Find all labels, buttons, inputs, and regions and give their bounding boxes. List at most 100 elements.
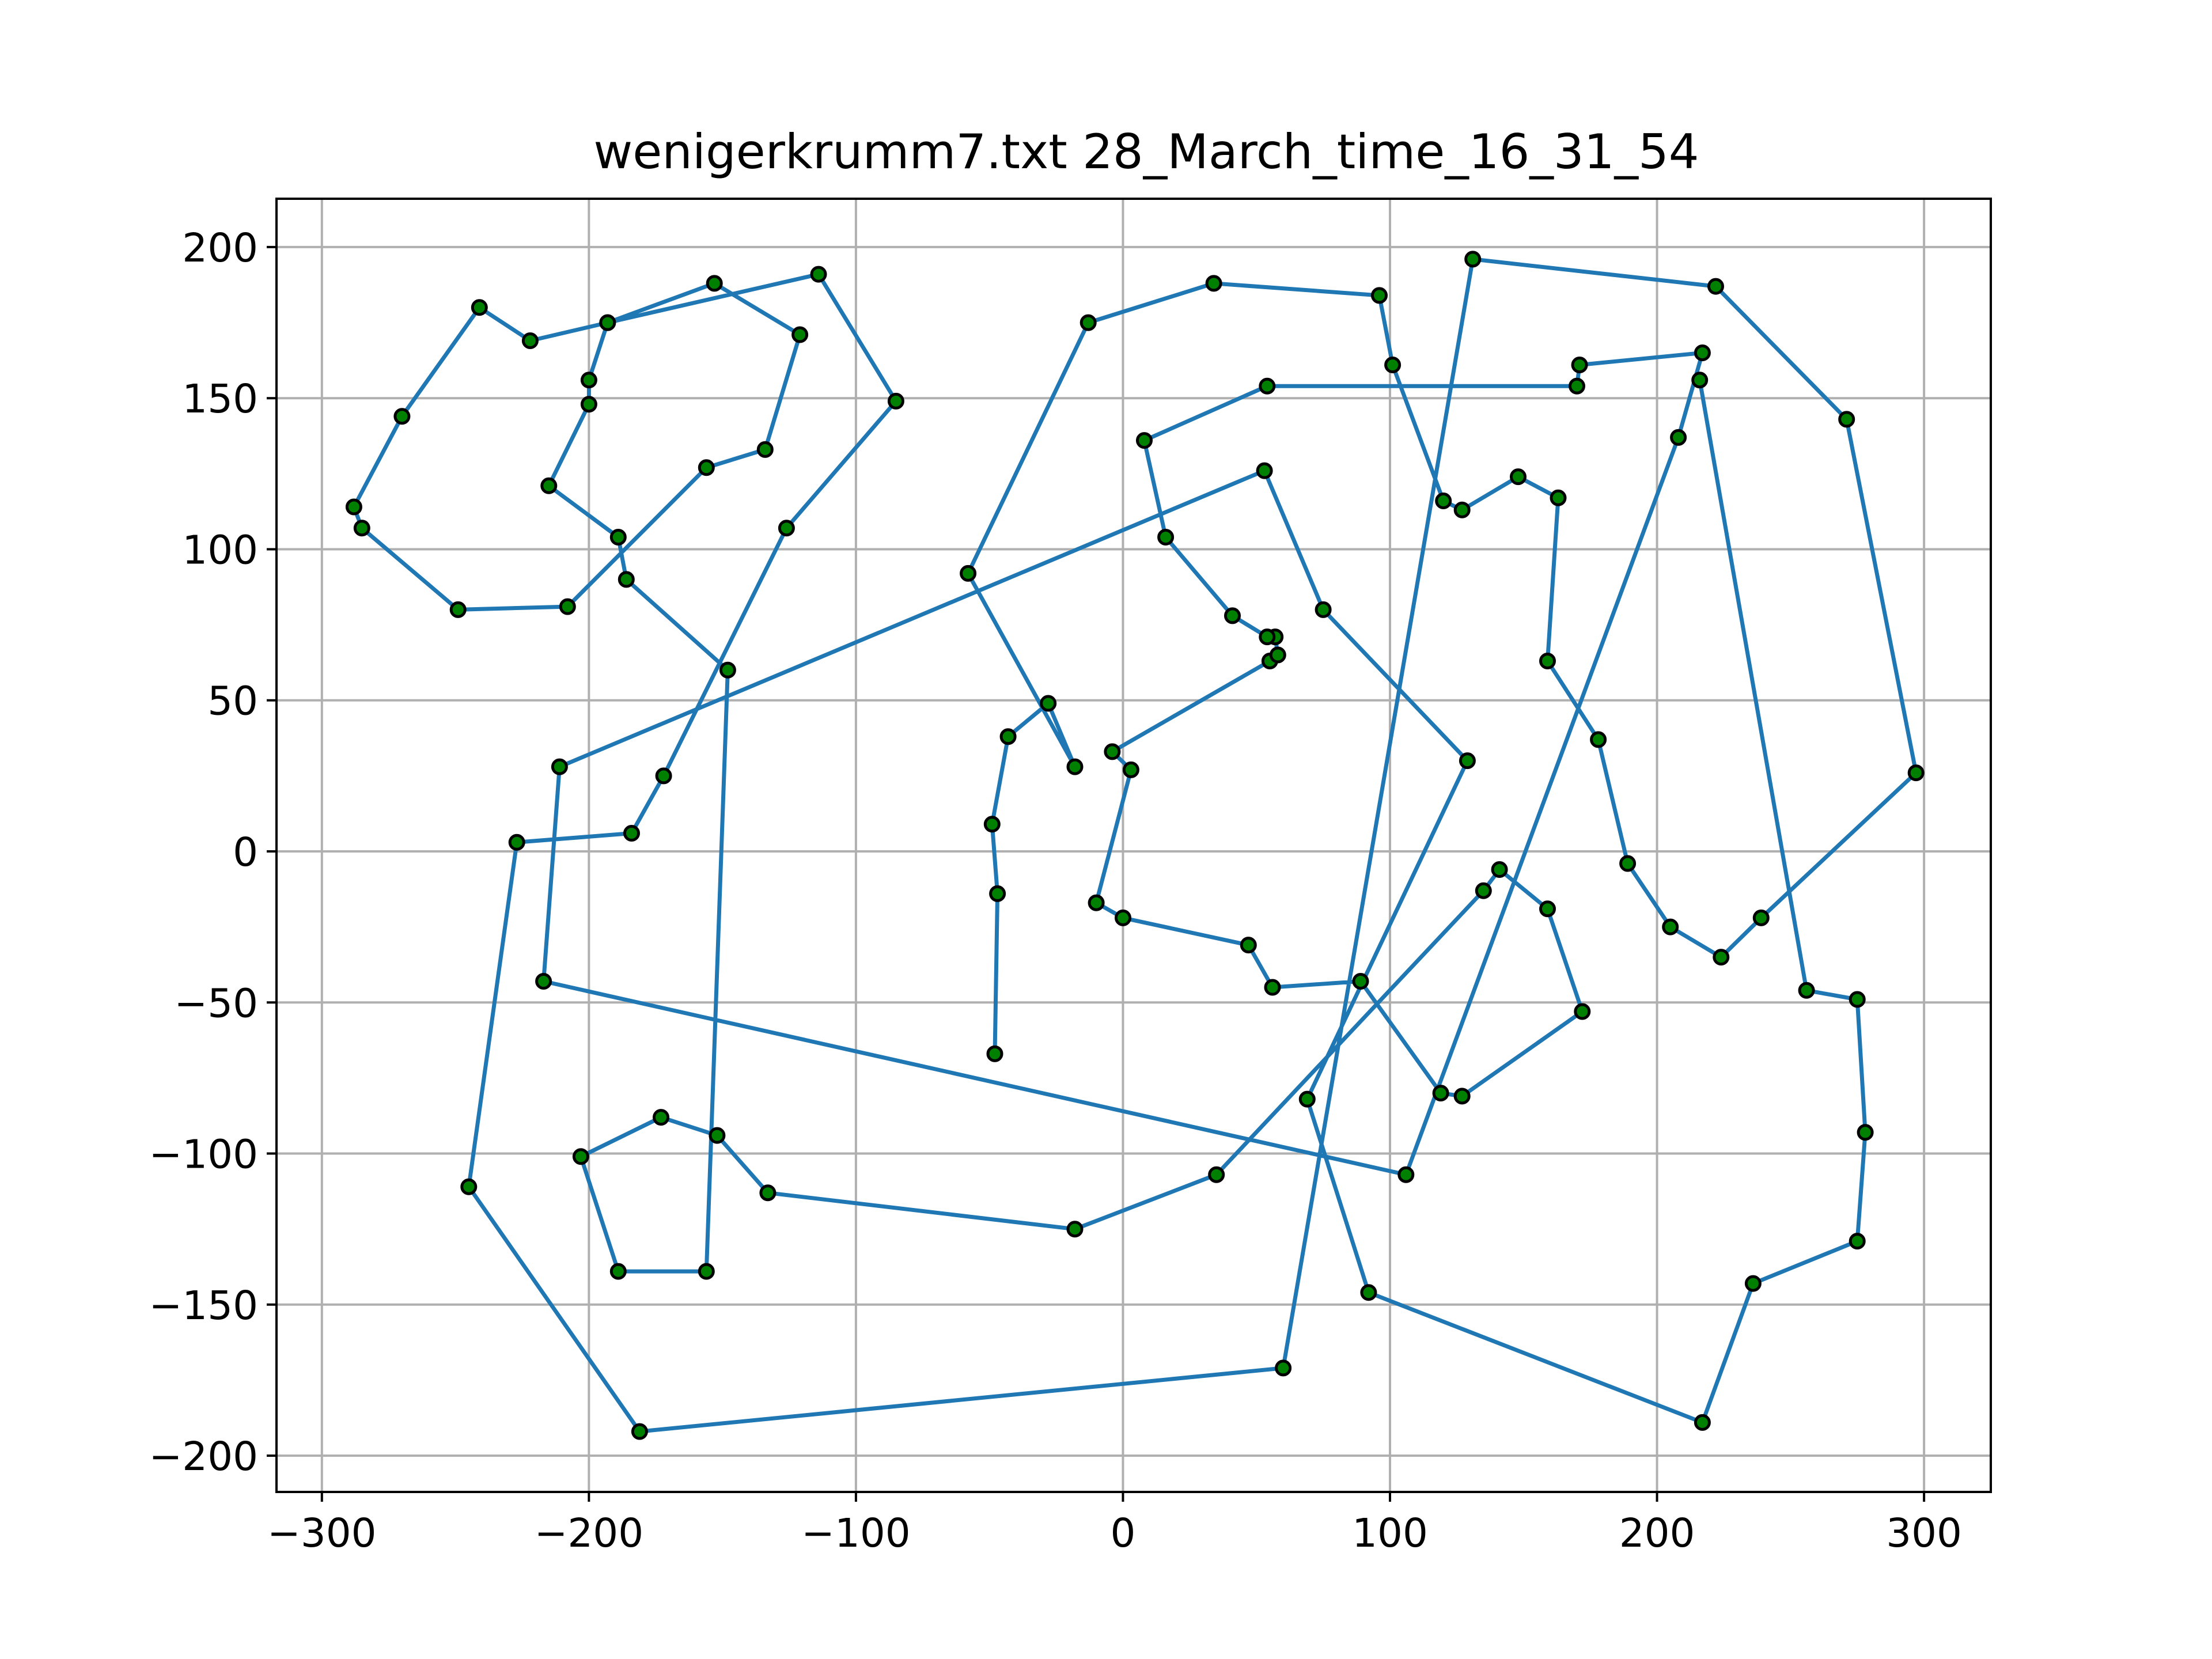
- city-point: [521, 332, 539, 349]
- city-point: [1259, 377, 1276, 395]
- city-point: [1744, 1275, 1762, 1292]
- city-point: [580, 396, 597, 413]
- city-point: [1080, 314, 1097, 331]
- city-point: [609, 1263, 627, 1280]
- city-point: [1713, 949, 1730, 966]
- city-point: [986, 1045, 1003, 1062]
- city-point: [1104, 743, 1121, 760]
- city-point: [1475, 882, 1492, 899]
- city-point: [698, 459, 715, 476]
- city-point: [471, 299, 488, 316]
- city-point: [1694, 1414, 1711, 1431]
- city-point: [535, 973, 552, 990]
- city-point: [1464, 251, 1482, 268]
- plot-frame: [275, 198, 1992, 1493]
- city-point: [1907, 764, 1925, 782]
- city-point: [1550, 489, 1567, 506]
- city-point: [1849, 991, 1866, 1008]
- city-point: [791, 326, 809, 343]
- city-point: [1360, 1284, 1377, 1301]
- city-point: [1670, 429, 1687, 446]
- x-tick-label: 0: [1111, 1510, 1136, 1556]
- city-point: [1662, 918, 1679, 935]
- city-point: [353, 520, 370, 537]
- city-point: [609, 529, 627, 546]
- city-point: [759, 1184, 777, 1202]
- y-tick-label: −200: [149, 1434, 258, 1480]
- city-point: [1115, 909, 1131, 926]
- city-point: [999, 728, 1017, 745]
- x-axis: −300 −200 −100 0 100 200 300: [267, 1492, 1962, 1556]
- city-point: [618, 571, 635, 588]
- city-point: [449, 601, 467, 618]
- city-point: [1397, 1166, 1415, 1183]
- y-tick-label: 100: [182, 527, 258, 573]
- city-point: [1435, 493, 1452, 509]
- city-point: [1384, 357, 1402, 373]
- city-point: [1157, 529, 1175, 546]
- city-point: [1432, 1085, 1449, 1102]
- city-point: [1315, 601, 1332, 618]
- city-point: [1491, 861, 1508, 878]
- city-point: [1619, 855, 1637, 872]
- city-point: [1264, 979, 1281, 996]
- city-point: [1205, 275, 1222, 292]
- city-point: [1275, 1359, 1292, 1377]
- city-point: [1849, 1233, 1866, 1250]
- city-point: [460, 1178, 478, 1195]
- city-point: [709, 1127, 726, 1144]
- city-point: [810, 266, 827, 283]
- y-tick-label: 50: [207, 679, 258, 725]
- city-point: [1857, 1124, 1874, 1141]
- x-tick-label: −300: [267, 1510, 377, 1556]
- city-point: [1539, 900, 1556, 918]
- city-point: [887, 392, 904, 410]
- city-point: [559, 598, 576, 615]
- city-point: [1066, 1221, 1084, 1238]
- city-point: [1459, 752, 1476, 770]
- city-point: [1691, 372, 1709, 389]
- city-point: [1352, 973, 1369, 990]
- city-point: [1838, 411, 1855, 428]
- city-point: [345, 498, 362, 516]
- city-point: [1371, 287, 1388, 304]
- city-point: [1259, 628, 1276, 646]
- y-tick-label: 200: [182, 225, 258, 271]
- tour-series: [345, 251, 1925, 1440]
- grid: [276, 199, 1991, 1492]
- city-point: [1694, 344, 1711, 361]
- city-point: [631, 1423, 648, 1440]
- city-point: [756, 441, 774, 458]
- city-point: [719, 661, 736, 679]
- city-point: [580, 372, 597, 389]
- y-tick-label: −100: [149, 1132, 258, 1178]
- city-point: [655, 767, 672, 785]
- city-point: [1707, 278, 1724, 295]
- chart-title: wenigerkrumm7.txt 28_March_time_16_31_54: [593, 124, 1699, 180]
- x-tick-label: 200: [1619, 1510, 1695, 1556]
- city-point: [1240, 937, 1257, 954]
- city-point: [706, 275, 723, 292]
- y-axis: −200 −150 −100 −50 0 50 100 150 200: [149, 225, 276, 1480]
- city-point: [1798, 982, 1815, 999]
- x-tick-label: 300: [1886, 1510, 1962, 1556]
- city-point: [551, 758, 568, 775]
- city-point: [1208, 1166, 1225, 1183]
- city-point: [540, 477, 558, 494]
- city-point: [393, 408, 411, 425]
- city-point: [1539, 653, 1556, 669]
- city-point: [1269, 646, 1286, 664]
- city-point: [1453, 1088, 1471, 1105]
- city-point: [1510, 468, 1527, 486]
- city-point: [1453, 501, 1471, 518]
- city-point: [653, 1109, 669, 1126]
- city-point: [1256, 462, 1273, 479]
- city-point: [989, 885, 1006, 902]
- city-point: [572, 1148, 589, 1165]
- city-point: [1066, 758, 1084, 775]
- x-tick-label: 100: [1352, 1510, 1428, 1556]
- city-point: [698, 1263, 715, 1280]
- y-tick-label: 0: [233, 830, 258, 876]
- city-point: [1122, 761, 1139, 778]
